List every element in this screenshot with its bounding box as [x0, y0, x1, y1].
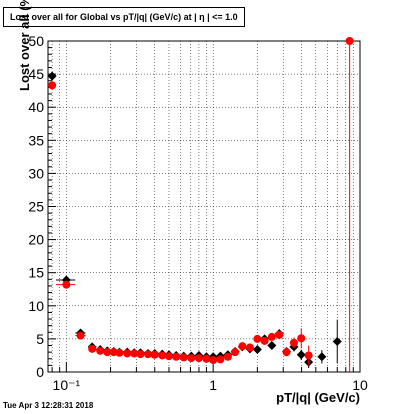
- data-point-red: [231, 348, 240, 357]
- y-axis-label: Lost over all (%): [17, 0, 32, 91]
- data-point-red: [216, 355, 225, 364]
- timestamp: Tue Apr 3 12:28:31 2018: [3, 401, 94, 410]
- data-point-red: [202, 354, 211, 363]
- data-point-red: [130, 349, 139, 358]
- data-point-black: [252, 344, 262, 354]
- data-point-red: [164, 352, 173, 361]
- data-point-red: [282, 348, 291, 357]
- data-point-red: [275, 330, 284, 339]
- data-point-red: [150, 350, 159, 359]
- data-point-red: [115, 348, 124, 357]
- data-point-black: [47, 71, 57, 81]
- y-tick-label: 50: [28, 33, 44, 49]
- data-point-red: [172, 352, 181, 361]
- y-tick-label: 20: [28, 232, 44, 248]
- y-tick-label: 5: [36, 331, 44, 347]
- data-point-red: [223, 352, 232, 361]
- y-tick-label: 30: [28, 165, 44, 181]
- data-point-red: [144, 350, 153, 359]
- y-tick-label: 15: [28, 265, 44, 281]
- data-point-black: [296, 350, 306, 360]
- x-tick-label: 1: [209, 377, 217, 393]
- x-axis-label: pT/|q| (GeV/c): [276, 390, 360, 405]
- data-point-red: [238, 342, 247, 351]
- data-point-red: [179, 353, 188, 362]
- data-point-black: [317, 352, 327, 362]
- data-point-red: [123, 349, 132, 358]
- data-point-red: [158, 351, 167, 360]
- data-point-red: [76, 331, 85, 340]
- data-point-red: [267, 332, 276, 341]
- y-tick-label: 40: [28, 99, 44, 115]
- data-point-red: [62, 280, 71, 289]
- data-point-red: [187, 354, 196, 363]
- y-tick-label: 0: [36, 364, 44, 380]
- x-tick-label: 10⁻¹: [53, 377, 81, 393]
- data-point-red: [209, 356, 218, 365]
- data-point-red: [289, 338, 298, 347]
- data-point-red: [260, 336, 269, 345]
- chart-title: Lost over all for Global vs pT/|q| (GeV/…: [3, 7, 245, 27]
- data-point-red: [345, 37, 354, 45]
- data-point-black: [267, 341, 277, 351]
- y-tick-label: 45: [28, 66, 44, 82]
- data-point-red: [253, 334, 262, 343]
- y-tick-label: 10: [28, 298, 44, 314]
- data-point-red: [96, 346, 105, 355]
- data-point-red: [245, 343, 254, 352]
- data-point-red: [297, 334, 306, 343]
- data-point-black: [332, 337, 342, 347]
- data-point-red: [304, 351, 313, 360]
- data-point-red: [103, 348, 112, 357]
- data-point-red: [194, 354, 203, 363]
- data-point-red: [88, 344, 97, 353]
- data-point-red: [109, 348, 118, 357]
- data-point-red: [136, 350, 145, 359]
- x-tick-label: 10: [352, 377, 368, 393]
- y-tick-label: 25: [28, 199, 44, 215]
- y-tick-label: 35: [28, 132, 44, 148]
- data-point-red: [48, 81, 57, 90]
